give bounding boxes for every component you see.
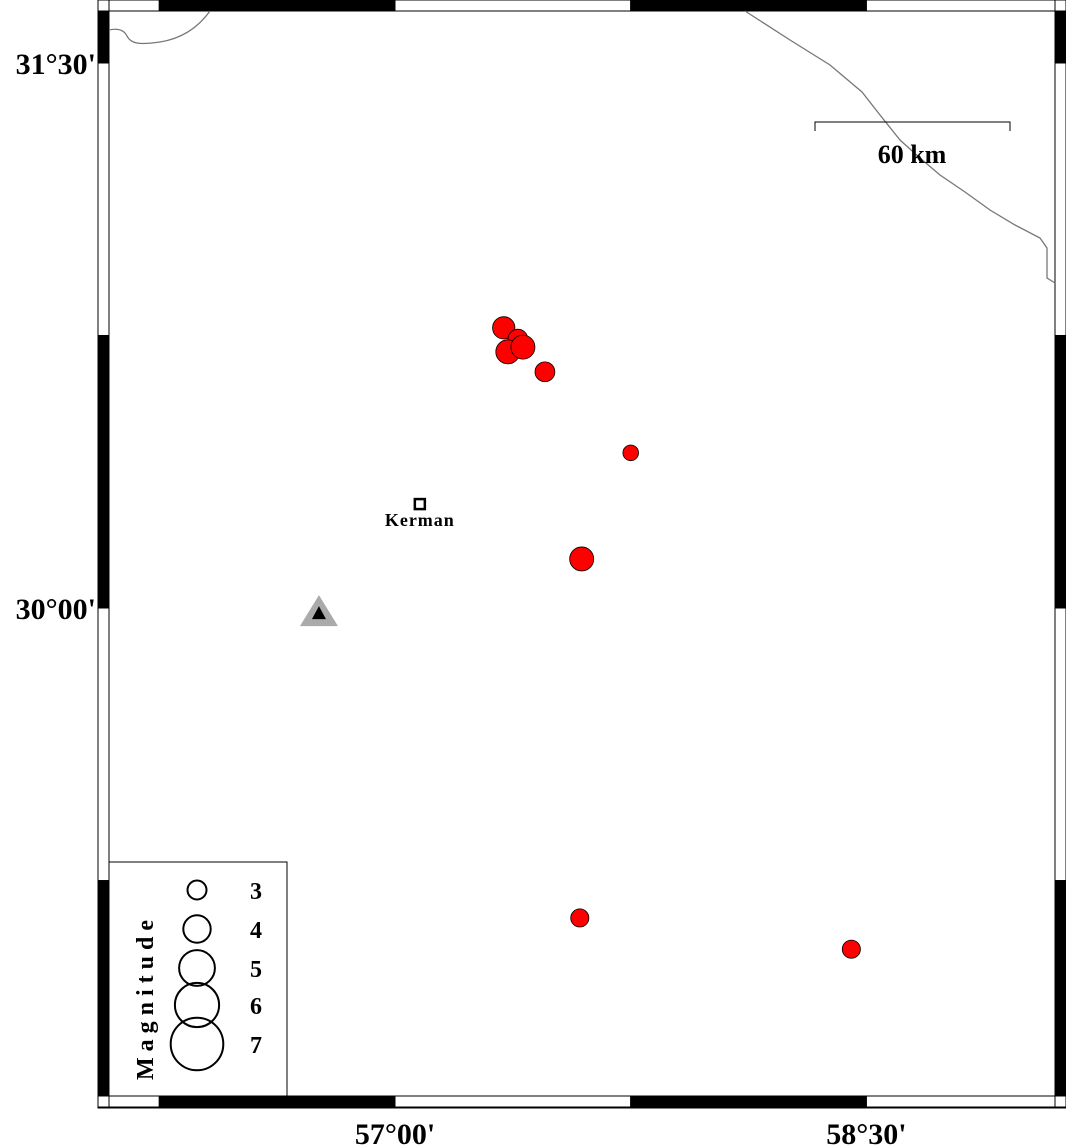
earthquake-event[interactable] bbox=[569, 546, 595, 572]
city-marker: Kerman bbox=[385, 497, 455, 530]
station-marker bbox=[299, 595, 338, 627]
earthquake-event[interactable] bbox=[841, 939, 861, 959]
frame-segment bbox=[630, 1095, 867, 1108]
station-inner-triangle-icon bbox=[311, 606, 326, 620]
border-line bbox=[108, 10, 211, 45]
frame-segment bbox=[97, 607, 110, 882]
legend-label: 4 bbox=[250, 918, 262, 944]
legend: Magnitude 3 4 5 6 7 bbox=[108, 861, 288, 1097]
frame-segment bbox=[158, 0, 396, 12]
frame-segment bbox=[394, 1095, 632, 1108]
city-square-icon bbox=[413, 497, 427, 511]
legend-circle bbox=[169, 1016, 225, 1072]
legend-circle bbox=[182, 914, 212, 944]
frame-segment bbox=[97, 334, 110, 609]
legend-circle bbox=[186, 879, 208, 901]
frame-segment bbox=[630, 0, 867, 12]
frame-segment bbox=[1054, 334, 1066, 609]
earthquake-event[interactable] bbox=[510, 334, 536, 360]
events-layer bbox=[492, 316, 861, 959]
x-tick-label: 58°30' bbox=[826, 1118, 906, 1147]
y-tick-label: 31°30' bbox=[16, 48, 96, 81]
x-tick-label: 57°00' bbox=[355, 1118, 435, 1147]
frame-segment bbox=[865, 0, 1056, 12]
frame-segment bbox=[865, 1095, 1056, 1108]
frame-segment bbox=[108, 0, 160, 12]
frame-segment bbox=[1054, 62, 1066, 336]
legend-label: 5 bbox=[250, 957, 262, 983]
y-tick-label: 30°00' bbox=[16, 593, 96, 626]
frame-segment bbox=[1054, 607, 1066, 882]
legend-title: Magnitude bbox=[133, 914, 159, 1080]
frame-segment bbox=[97, 10, 110, 64]
scale-bar: 60 km bbox=[814, 121, 1011, 169]
city-label: Kerman bbox=[385, 510, 455, 530]
legend-label: 7 bbox=[250, 1033, 262, 1059]
legend-label: 6 bbox=[250, 994, 262, 1020]
legend-circle bbox=[173, 981, 221, 1029]
border-line bbox=[744, 10, 1056, 284]
frame-segment bbox=[394, 0, 632, 12]
scale-bar-label: 60 km bbox=[878, 140, 947, 169]
earthquake-event[interactable] bbox=[570, 908, 590, 928]
legend-label: 3 bbox=[250, 879, 262, 905]
frame-segment bbox=[1054, 10, 1066, 64]
frame-segment bbox=[1054, 880, 1066, 1097]
frame-segment bbox=[158, 1095, 396, 1108]
earthquake-event[interactable] bbox=[622, 444, 639, 462]
earthquake-event[interactable] bbox=[534, 361, 556, 383]
legend-circle bbox=[178, 949, 216, 987]
frame-segment bbox=[97, 880, 110, 1097]
frame-segment bbox=[108, 1095, 160, 1108]
frame-segment bbox=[97, 62, 110, 336]
